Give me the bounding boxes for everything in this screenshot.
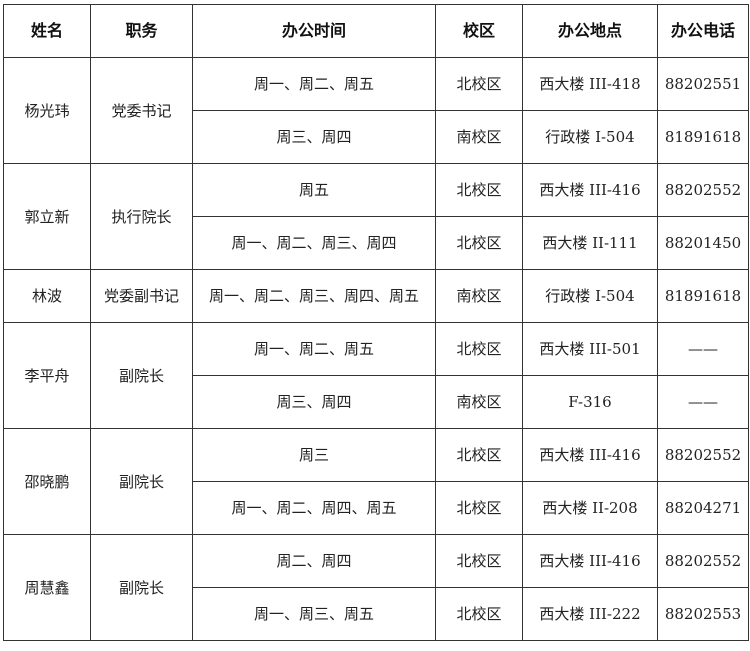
office-phone: 88201450 (657, 216, 749, 270)
header-campus: 校区 (435, 4, 523, 58)
office-time: 周一、周三、周五 (192, 587, 436, 641)
table-row: 周一、周二、周三、周四 北校区 西大楼 II-111 88201450 (4, 216, 749, 270)
person-title: 党委副书记 (90, 269, 193, 323)
office-location: 行政楼 I-504 (522, 110, 658, 164)
office-time: 周一、周二、周五 (192, 322, 436, 376)
header-row: 姓名 职务 办公时间 校区 办公地点 办公电话 (3, 4, 749, 58)
office-time: 周一、周二、周五 (192, 57, 436, 111)
office-phone: 88202551 (657, 57, 749, 111)
table-row: 李平舟 副院长 周一、周二、周五 北校区 西大楼 III-501 —— (3, 322, 749, 429)
office-location: 西大楼 II-111 (522, 216, 658, 270)
office-location: 西大楼 III-222 (522, 587, 658, 641)
campus: 南校区 (435, 375, 523, 429)
table-row: 郭立新 执行院长 周五 北校区 西大楼 III-416 88202552 (3, 163, 749, 270)
person-name: 林波 (3, 269, 91, 323)
office-time: 周二、周四 (192, 534, 436, 588)
office-time: 周一、周二、周三、周四 (192, 216, 436, 270)
office-location: 西大楼 III-416 (522, 428, 658, 482)
table-row: 周慧鑫 副院长 周二、周四 北校区 西大楼 III-416 88202552 (3, 534, 749, 641)
office-location: 行政楼 I-504 (522, 269, 658, 323)
person-title: 党委书记 (90, 57, 193, 164)
header-location: 办公地点 (522, 4, 658, 58)
office-time: 周三、周四 (192, 110, 436, 164)
header-phone: 办公电话 (657, 4, 749, 58)
person-title: 副院长 (90, 322, 193, 429)
office-phone: 88204271 (657, 481, 749, 535)
person-title: 副院长 (90, 428, 193, 535)
header-name: 姓名 (3, 4, 91, 58)
office-time: 周三 (192, 428, 436, 482)
office-location: 西大楼 III-501 (522, 322, 658, 376)
person-name: 杨光玮 (3, 57, 91, 164)
office-time: 周一、周二、周三、周四、周五 (192, 269, 436, 323)
header-title: 职务 (90, 4, 193, 58)
campus: 北校区 (435, 216, 523, 270)
person-title: 执行院长 (90, 163, 193, 270)
table-row: 杨光玮 党委书记 周一、周二、周五 北校区 西大楼 III-418 88202551 (3, 57, 749, 164)
table-row: 周一、周二、周四、周五 北校区 西大楼 II-208 88204271 (4, 481, 749, 535)
office-phone: 81891618 (657, 110, 749, 164)
office-phone: 88202552 (657, 428, 749, 482)
office-phone: —— (657, 375, 749, 429)
person-name: 李平舟 (3, 322, 91, 429)
office-time: 周五 (192, 163, 436, 217)
campus: 北校区 (435, 322, 523, 376)
office-phone: —— (657, 322, 749, 376)
campus: 北校区 (435, 587, 523, 641)
table-row: 林波 党委副书记 周一、周二、周三、周四、周五 南校区 行政楼 I-504 8189161… (3, 269, 749, 323)
table-row: 周一、周三、周五 北校区 西大楼 III-222 88202553 (4, 587, 749, 641)
office-hours-table: 姓名 职务 办公时间 校区 办公地点 办公电话 杨光玮 党委书记 周一、周二、周五北… (3, 4, 749, 641)
office-phone: 81891618 (657, 269, 749, 323)
office-location: 西大楼 III-416 (522, 163, 658, 217)
campus: 北校区 (435, 534, 523, 588)
person-title: 副院长 (90, 534, 193, 641)
office-time: 周一、周二、周四、周五 (192, 481, 436, 535)
table-row: 周三、周四 南校区 行政楼 I-504 81891618 (4, 110, 749, 164)
person-name: 郭立新 (3, 163, 91, 270)
office-time: 周三、周四 (192, 375, 436, 429)
campus: 北校区 (435, 163, 523, 217)
table-row: 周三、周四 南校区 F-316 —— (4, 375, 749, 429)
office-location: 西大楼 II-208 (522, 481, 658, 535)
office-phone: 88202552 (657, 163, 749, 217)
table-row: 邵晓鹏 副院长 周三 北校区 西大楼 III-416 88202552 (3, 428, 749, 535)
office-location: 西大楼 III-416 (522, 534, 658, 588)
campus: 南校区 (435, 110, 523, 164)
campus: 南校区 (435, 269, 523, 323)
campus: 北校区 (435, 57, 523, 111)
header-office-time: 办公时间 (192, 4, 436, 58)
person-name: 周慧鑫 (3, 534, 91, 641)
office-location: 西大楼 III-418 (522, 57, 658, 111)
campus: 北校区 (435, 481, 523, 535)
person-name: 邵晓鹏 (3, 428, 91, 535)
office-phone: 88202553 (657, 587, 749, 641)
office-location: F-316 (522, 375, 658, 429)
office-phone: 88202552 (657, 534, 749, 588)
campus: 北校区 (435, 428, 523, 482)
